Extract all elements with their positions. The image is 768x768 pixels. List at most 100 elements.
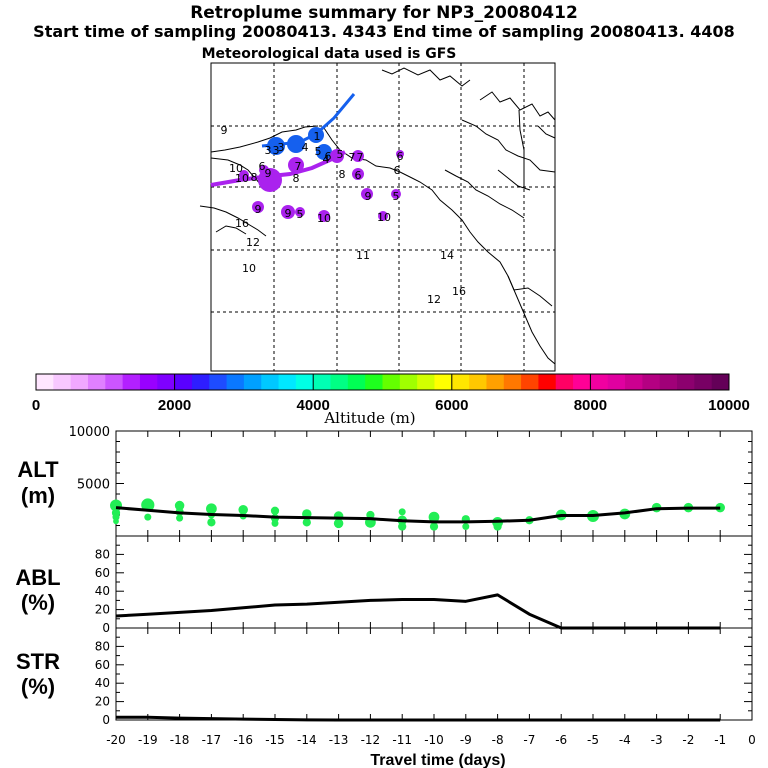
x-tick-label: -4 [619, 733, 631, 747]
colorbar-segment [261, 374, 280, 390]
y-tick-label: 0 [102, 713, 110, 727]
altitude-point [238, 505, 248, 515]
colorbar-tick-label: 2000 [158, 397, 191, 414]
x-tick-label: -18 [170, 733, 190, 747]
map-day-label: 7 [295, 160, 302, 173]
map-day-label: 3 [265, 144, 272, 157]
altitude-point [206, 503, 217, 515]
sampling-times: Start time of sampling 20080413. 4343 En… [33, 22, 735, 41]
colorbar-segment [330, 374, 349, 390]
colorbar-label: Altitude (m) [323, 409, 415, 427]
colorbar-segment [313, 374, 332, 390]
x-tick-label: -13 [329, 733, 349, 747]
altitude-point [176, 514, 184, 522]
map-day-label: 5 [297, 208, 304, 221]
x-tick-label: -1 [714, 733, 726, 747]
map-day-label: 9 [365, 190, 372, 203]
x-tick-label: -20 [106, 733, 126, 747]
x-tick-label: -19 [138, 733, 158, 747]
x-tick-label: -6 [555, 733, 567, 747]
colorbar-segment [53, 374, 72, 390]
colorbar-tick-label: 4000 [297, 397, 330, 414]
altitude-point [141, 498, 155, 512]
altitude-point [302, 518, 311, 527]
map-day-label: 9 [265, 167, 272, 180]
y-tick-label: 60 [95, 658, 110, 672]
map-day-label: 6 [259, 160, 266, 173]
map-day-label: 10 [377, 211, 391, 224]
colorbar-segment [573, 374, 591, 390]
colorbar-segment [503, 374, 522, 390]
colorbar-segment [434, 374, 453, 390]
colorbar-segment [538, 374, 557, 390]
colorbar-segment [347, 374, 366, 390]
plume-marker [330, 149, 344, 163]
altitude-point [271, 519, 279, 527]
altitude-colorbar [35, 373, 730, 391]
alt-panel-unit: (m) [21, 483, 55, 508]
colorbar-segment [139, 374, 158, 390]
x-tick-label: -14 [297, 733, 317, 747]
map-day-label: 10 [317, 212, 331, 225]
plume-marker [295, 207, 305, 217]
map-day-label: 9 [285, 207, 292, 220]
colorbar-segment [191, 374, 210, 390]
colorbar-segment [365, 374, 383, 390]
x-tick-label: -17 [202, 733, 222, 747]
y-tick-label: 60 [95, 566, 110, 580]
map-day-label: 8 [293, 172, 300, 185]
y-tick-label: 80 [95, 547, 110, 561]
plume-marker [252, 201, 264, 213]
y-tick-label: 5000 [77, 478, 110, 493]
map-day-label: 12 [427, 293, 441, 306]
map-day-label: 4 [302, 141, 309, 154]
plume-marker [308, 127, 324, 143]
map-day-label: 16 [235, 217, 249, 230]
map-day-label: 16 [452, 285, 466, 298]
altitude-point [493, 522, 502, 531]
colorbar-segment [399, 374, 418, 390]
colorbar-segment [243, 374, 262, 390]
colorbar-segment [105, 374, 124, 390]
x-axis-label: Travel time (days) [370, 752, 505, 768]
altitude-point [462, 523, 470, 531]
y-tick-label: 40 [95, 676, 110, 690]
altitude-point [112, 513, 120, 521]
x-tick-label: -3 [651, 733, 663, 747]
x-tick-label: 0 [748, 733, 756, 747]
x-tick-label: -11 [392, 733, 412, 747]
map-day-label: 10 [242, 262, 256, 275]
altitude-point [174, 500, 185, 511]
map-day-label: 4 [323, 153, 330, 166]
plume-marker [267, 137, 285, 155]
map-day-label: 5 [337, 148, 344, 161]
altitude-point [429, 522, 439, 531]
colorbar-tick-label: 8000 [574, 397, 607, 414]
alt-panel-title: ALT [17, 457, 59, 482]
colorbar-segment [521, 374, 539, 390]
x-tick-label: -8 [492, 733, 504, 747]
colorbar-segment [469, 374, 487, 390]
colorbar-segment [295, 374, 314, 390]
map-day-label: 7 [349, 151, 356, 164]
map-day-label: 7 [357, 151, 364, 164]
x-tick-label: -2 [682, 733, 694, 747]
x-tick-label: -5 [587, 733, 599, 747]
y-tick-label: 20 [95, 695, 110, 709]
map-day-label: 6 [325, 150, 332, 163]
map-day-label: 5 [315, 145, 322, 158]
x-tick-label: -16 [233, 733, 253, 747]
altitude-point [207, 518, 216, 527]
abl-panel-unit: (%) [21, 590, 55, 615]
altitude-point [366, 510, 375, 520]
colorbar-segment [625, 374, 643, 390]
plume-marker [239, 170, 249, 180]
colorbar-segment [209, 374, 228, 390]
altitude-point [398, 522, 407, 531]
y-tick-label: 20 [95, 603, 110, 617]
x-tick-label: -15 [265, 733, 285, 747]
colorbar-tick-label: 10000 [708, 397, 750, 414]
